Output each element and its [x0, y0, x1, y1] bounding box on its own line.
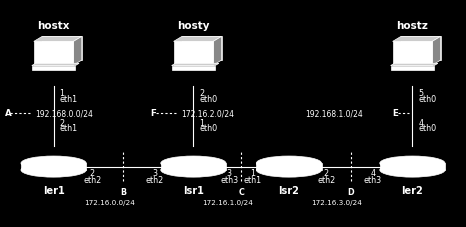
- Polygon shape: [256, 163, 322, 170]
- Polygon shape: [173, 42, 213, 66]
- Polygon shape: [34, 37, 82, 42]
- Polygon shape: [42, 37, 82, 61]
- Text: 172.16.1.0/24: 172.16.1.0/24: [202, 199, 253, 205]
- Ellipse shape: [380, 156, 445, 171]
- Text: eth3: eth3: [220, 175, 238, 184]
- Text: ler2: ler2: [402, 185, 423, 195]
- Polygon shape: [32, 66, 75, 70]
- Text: 172.16.3.0/24: 172.16.3.0/24: [311, 199, 362, 205]
- Polygon shape: [173, 37, 222, 42]
- Polygon shape: [213, 37, 222, 66]
- Polygon shape: [432, 37, 441, 66]
- Polygon shape: [182, 37, 222, 61]
- Polygon shape: [391, 66, 434, 70]
- Text: 4: 4: [370, 168, 375, 177]
- Polygon shape: [392, 42, 432, 66]
- Ellipse shape: [161, 156, 226, 171]
- Text: eth0: eth0: [199, 124, 218, 133]
- Text: E: E: [392, 109, 398, 118]
- Ellipse shape: [380, 163, 445, 177]
- Text: eth0: eth0: [418, 124, 437, 133]
- Text: ler1: ler1: [43, 185, 64, 195]
- Text: eth1: eth1: [60, 124, 78, 133]
- Text: 2: 2: [324, 168, 329, 177]
- Text: 2: 2: [199, 89, 205, 98]
- Text: 192.168.1.0/24: 192.168.1.0/24: [305, 109, 363, 118]
- Polygon shape: [34, 42, 74, 66]
- Text: 1: 1: [60, 89, 65, 98]
- Text: 192.168.0.0/24: 192.168.0.0/24: [35, 109, 93, 118]
- Text: hosty: hosty: [177, 20, 210, 30]
- Text: F: F: [150, 109, 156, 118]
- Polygon shape: [391, 64, 438, 66]
- Text: eth2: eth2: [83, 175, 102, 184]
- Text: 5: 5: [418, 89, 424, 98]
- Text: 3: 3: [227, 168, 232, 177]
- Ellipse shape: [161, 163, 226, 177]
- Polygon shape: [171, 66, 215, 70]
- Polygon shape: [74, 37, 82, 66]
- Text: 4: 4: [418, 118, 424, 127]
- Polygon shape: [32, 64, 79, 66]
- Text: eth1: eth1: [60, 94, 78, 103]
- Text: lsr1: lsr1: [183, 185, 204, 195]
- Text: eth2: eth2: [317, 175, 336, 184]
- Text: lsr2: lsr2: [279, 185, 299, 195]
- Polygon shape: [161, 163, 226, 170]
- Polygon shape: [171, 64, 219, 66]
- Text: 1: 1: [199, 118, 205, 127]
- Text: eth1: eth1: [244, 175, 262, 184]
- Text: eth2: eth2: [145, 175, 164, 184]
- Text: 172.16.0.0/24: 172.16.0.0/24: [84, 199, 135, 205]
- Polygon shape: [392, 37, 441, 42]
- Ellipse shape: [21, 156, 86, 171]
- Text: hostx: hostx: [37, 20, 70, 30]
- Ellipse shape: [256, 163, 322, 177]
- Text: 3: 3: [152, 168, 157, 177]
- Text: eth0: eth0: [418, 94, 437, 103]
- Polygon shape: [21, 163, 86, 170]
- Text: 1: 1: [251, 168, 255, 177]
- Text: 2: 2: [90, 168, 95, 177]
- Text: D: D: [348, 187, 354, 196]
- Text: 2: 2: [60, 118, 65, 127]
- Ellipse shape: [256, 156, 322, 171]
- Text: A: A: [5, 109, 11, 118]
- Polygon shape: [380, 163, 445, 170]
- Text: eth3: eth3: [364, 175, 382, 184]
- Text: hostz: hostz: [397, 20, 428, 30]
- Text: C: C: [239, 187, 244, 196]
- Text: B: B: [120, 187, 127, 196]
- Text: 172.16.2.0/24: 172.16.2.0/24: [181, 109, 234, 118]
- Polygon shape: [401, 37, 441, 61]
- Text: eth0: eth0: [199, 94, 218, 103]
- Ellipse shape: [21, 163, 86, 177]
